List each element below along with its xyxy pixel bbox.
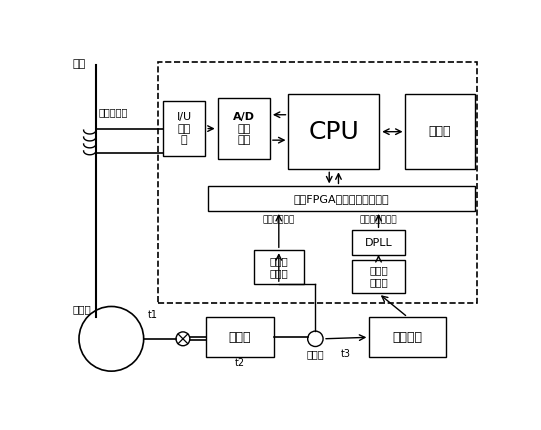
Bar bbox=[206, 317, 274, 357]
Text: I/U
变换
器: I/U 变换 器 bbox=[176, 112, 192, 145]
Text: CPU: CPU bbox=[308, 120, 359, 144]
Bar bbox=[254, 250, 304, 284]
Text: t1: t1 bbox=[148, 310, 157, 320]
Text: 标准互感器: 标准互感器 bbox=[98, 107, 128, 117]
Text: 第一光
接收器: 第一光 接收器 bbox=[369, 266, 388, 287]
Text: 导线: 导线 bbox=[73, 59, 86, 69]
Text: 以太网数据接口: 以太网数据接口 bbox=[360, 216, 397, 225]
Bar bbox=[370, 317, 446, 357]
Text: 采集器: 采集器 bbox=[229, 331, 251, 344]
Bar bbox=[217, 98, 270, 160]
Text: 串行数据接口: 串行数据接口 bbox=[263, 216, 295, 225]
Bar bbox=[405, 94, 475, 169]
Text: 分光器: 分光器 bbox=[307, 349, 324, 359]
Bar bbox=[352, 230, 405, 255]
Bar bbox=[288, 94, 379, 169]
Text: 光纤环: 光纤环 bbox=[73, 304, 91, 314]
Text: t2: t2 bbox=[235, 359, 245, 369]
Bar bbox=[208, 186, 475, 211]
Bar bbox=[159, 62, 477, 303]
Text: DPLL: DPLL bbox=[365, 237, 392, 248]
Text: A/D
采集
电路: A/D 采集 电路 bbox=[233, 112, 255, 145]
Text: 基于FPGA的数字量采集模块: 基于FPGA的数字量采集模块 bbox=[293, 194, 389, 204]
Text: 第二光
接收器: 第二光 接收器 bbox=[269, 256, 288, 278]
Text: 上位机: 上位机 bbox=[429, 125, 451, 138]
Text: t3: t3 bbox=[341, 349, 351, 359]
Bar bbox=[163, 101, 205, 157]
Bar bbox=[352, 259, 405, 293]
Text: 合并单元: 合并单元 bbox=[393, 331, 423, 344]
